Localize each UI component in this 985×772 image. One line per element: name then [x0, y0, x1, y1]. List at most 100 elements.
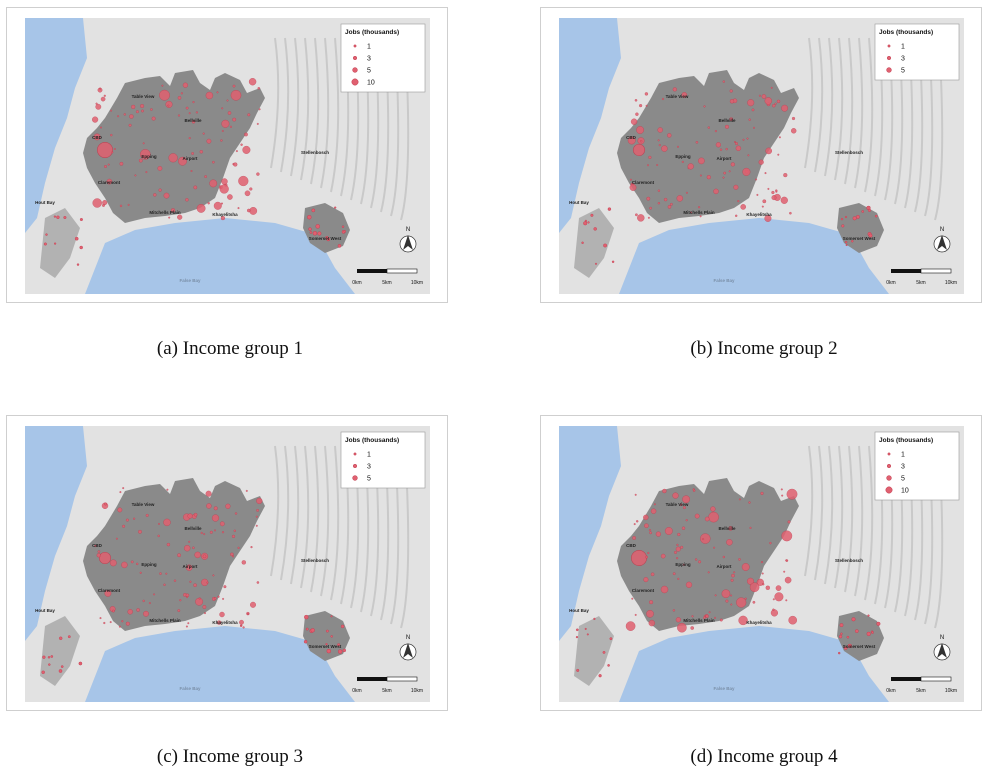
job-dot: [630, 118, 638, 125]
job-dot: [687, 163, 694, 170]
job-dot: [646, 164, 649, 167]
job-dot: [791, 116, 796, 121]
job-dot: [636, 126, 645, 134]
north-arrow-needle: [403, 235, 413, 250]
job-dot: [202, 132, 205, 135]
job-dot: [748, 118, 751, 121]
job-dot: [607, 207, 612, 211]
job-dot: [188, 136, 191, 140]
terrain-ridge: [864, 445, 874, 601]
terrain-ridge: [290, 445, 300, 585]
job-dot: [157, 522, 160, 525]
job-dot: [216, 620, 222, 625]
urban-area: [617, 478, 799, 631]
job-dot: [185, 198, 189, 202]
job-dot-cbd: [98, 551, 112, 565]
place-label: CBD: [626, 543, 636, 548]
job-dot: [736, 597, 747, 608]
job-dot: [714, 129, 717, 133]
job-dot: [675, 557, 679, 560]
job-dot: [129, 114, 134, 119]
job-dot: [611, 260, 615, 264]
job-dot: [738, 558, 741, 561]
legend-label: 10: [367, 79, 375, 86]
job-dot: [153, 193, 157, 197]
map-panel-d: CBD Table View Bellville Epping Airport Clare…: [540, 415, 982, 711]
job-dot: [219, 184, 229, 194]
job-dot: [173, 579, 177, 582]
place-label: Mitchells Plain: [149, 618, 181, 623]
job-dot: [166, 542, 171, 547]
job-dot: [93, 133, 101, 141]
job-dot: [142, 599, 145, 603]
job-dot: [206, 138, 212, 144]
north-arrow-needle: [403, 643, 413, 658]
job-dot: [135, 110, 139, 114]
scale-bar-label: 0km: [886, 280, 895, 286]
job-dot: [104, 589, 112, 597]
job-dot: [690, 626, 694, 630]
job-dot: [635, 112, 639, 116]
job-dot: [725, 147, 728, 151]
place-label: Stellenbosch: [835, 558, 863, 563]
job-dot: [177, 114, 181, 117]
job-dot: [714, 594, 717, 597]
job-dot: [584, 627, 587, 630]
job-dot: [707, 126, 711, 129]
place-label: Claremont: [98, 588, 121, 593]
job-dot: [43, 242, 47, 246]
legend-label: 1: [367, 43, 371, 50]
job-dot: [182, 82, 189, 88]
job-dot: [227, 194, 233, 200]
job-dot: [202, 605, 207, 609]
job-dot: [847, 643, 852, 648]
job-dot: [673, 550, 677, 554]
job-dot: [765, 147, 772, 155]
job-dot: [177, 609, 181, 613]
job-dot: [576, 668, 580, 672]
job-dot: [752, 600, 756, 604]
job-dot: [844, 240, 848, 244]
scale-bar-black: [891, 269, 921, 273]
legend-symbol: [885, 486, 893, 494]
job-dot: [639, 139, 643, 143]
scale-bar-black: [357, 269, 387, 273]
job-dot: [586, 633, 589, 636]
job-dot: [185, 625, 188, 628]
job-dot: [247, 113, 251, 117]
urban-area: [83, 70, 265, 223]
job-dot: [672, 87, 677, 92]
job-dot: [719, 618, 723, 622]
job-dot: [226, 99, 229, 102]
terrain-ridge: [824, 445, 834, 585]
job-dot: [590, 213, 594, 217]
place-label: Airport: [183, 564, 199, 569]
place-label: False Bay: [179, 686, 201, 691]
job-dot: [244, 190, 251, 197]
legend-label: 5: [367, 67, 371, 74]
job-dot: [632, 536, 637, 540]
job-dot: [239, 624, 242, 627]
job-dot: [627, 136, 636, 145]
scale-bar-label: 5km: [916, 688, 925, 694]
job-dot: [200, 531, 203, 535]
legend-label: 5: [901, 67, 905, 74]
job-dot: [67, 635, 71, 639]
job-dot: [179, 599, 182, 602]
job-dot: [167, 104, 170, 107]
job-dot: [109, 559, 117, 567]
terrain-ridge: [290, 37, 300, 177]
job-dot: [682, 506, 686, 510]
job-dot: [209, 179, 218, 188]
job-dot: [851, 239, 854, 243]
job-dot: [656, 163, 659, 166]
legend-title: Jobs (thousands): [345, 29, 399, 36]
job-dot: [729, 117, 734, 122]
atlantic-ocean: [559, 18, 621, 233]
job-dot: [867, 614, 870, 617]
scale-bar-label: 0km: [352, 688, 361, 694]
job-dot: [140, 103, 145, 108]
job-dot: [595, 262, 598, 265]
job-dot: [635, 520, 639, 523]
job-dot: [250, 545, 253, 549]
